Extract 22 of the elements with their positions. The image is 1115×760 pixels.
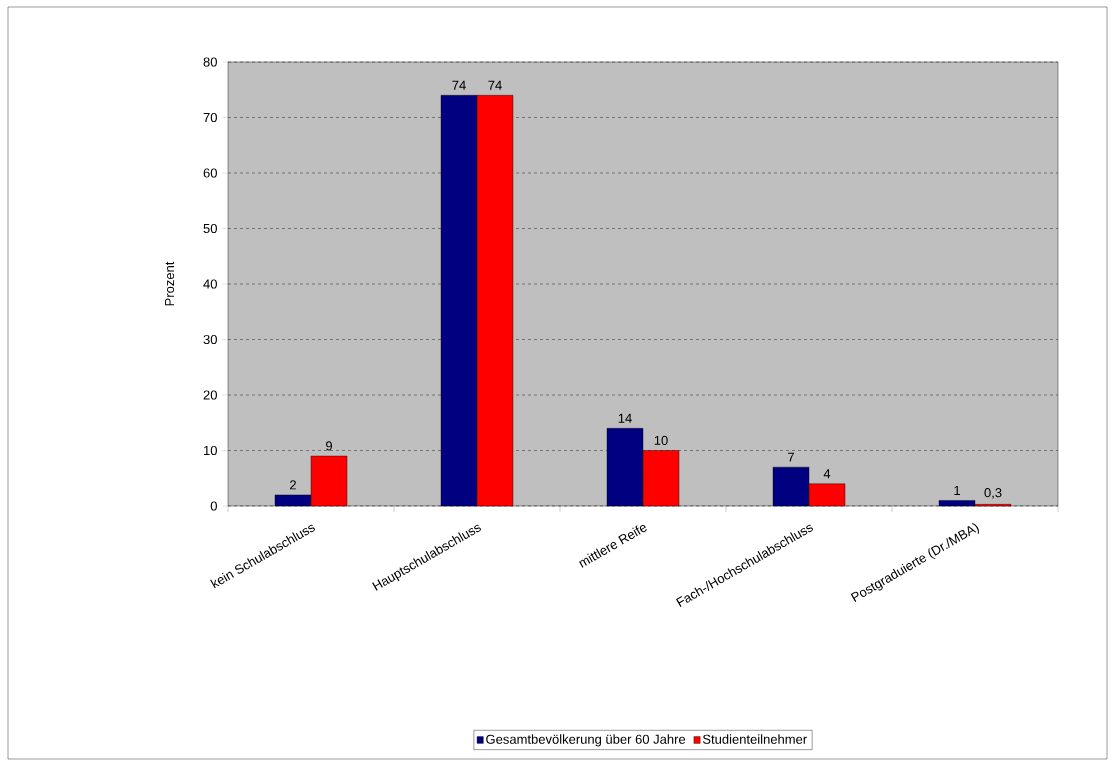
y-tick-label: 0	[210, 501, 217, 511]
data-label: 10	[654, 435, 668, 445]
data-label: 74	[452, 80, 466, 90]
legend-label: Studienteilnehmer	[702, 734, 807, 744]
y-tick-label: 30	[203, 334, 217, 345]
data-label: 4	[823, 469, 831, 479]
y-tick-label: 60	[203, 168, 217, 178]
y-tick-label: 10	[204, 445, 217, 456]
y-tick-label: 70	[203, 112, 217, 123]
data-label: 14	[618, 413, 632, 423]
data-label: 9	[326, 441, 333, 451]
y-tick-label: 50	[203, 223, 217, 234]
y-tick-label: 20	[203, 390, 217, 400]
y-tick-label: 40	[203, 279, 217, 289]
y-axis-title: Prozent	[165, 261, 175, 306]
legend-label: Gesamtbevölkerung über 60 Jahre	[486, 734, 686, 747]
data-label: 0,3	[984, 488, 1002, 499]
data-label: 74	[488, 80, 502, 90]
data-label: 1	[954, 485, 960, 495]
y-tick-label: 80	[203, 57, 217, 67]
data-label: 2	[290, 480, 296, 490]
data-label: 7	[788, 452, 794, 462]
